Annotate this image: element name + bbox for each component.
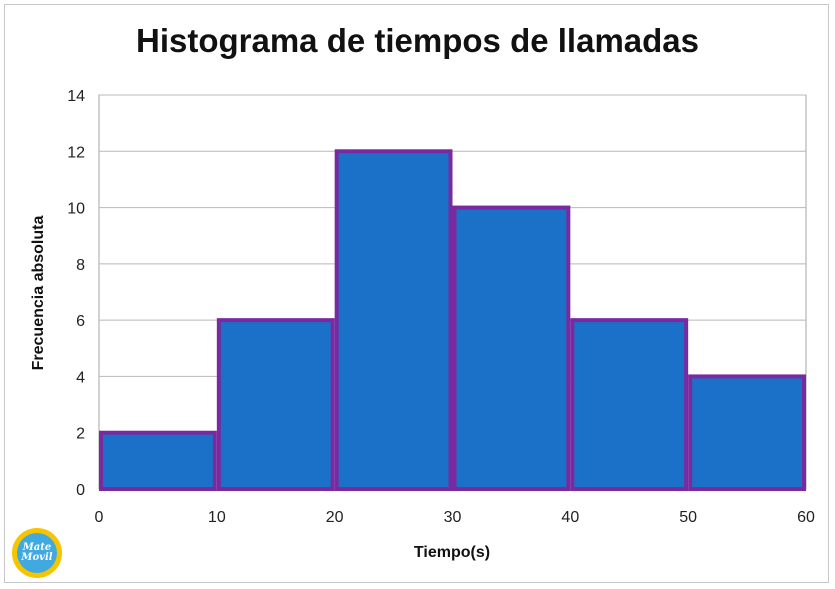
y-tick-label: 6 (76, 313, 85, 330)
histogram-bar (570, 318, 689, 491)
x-axis-label: Tiempo(s) (414, 544, 490, 561)
histogram-bar (452, 205, 571, 491)
y-tick-label: 10 (67, 201, 85, 218)
bars (99, 149, 807, 492)
y-tick-label: 14 (67, 88, 85, 105)
logo-text-line1: Mate (22, 542, 52, 553)
x-tick-label: 60 (797, 509, 815, 526)
x-tick-label: 30 (444, 509, 462, 526)
x-tick-label: 40 (561, 509, 579, 526)
matemovil-logo: Mate Movil (12, 528, 62, 578)
chart-title: Histograma de tiempos de llamadas (135, 22, 699, 59)
y-tick-label: 8 (76, 257, 85, 274)
histogram-bar (216, 318, 335, 491)
y-tick-label: 4 (76, 369, 85, 386)
x-tick-label: 10 (208, 509, 226, 526)
histogram-bar (688, 374, 807, 491)
y-axis-label: Frecuencia absoluta (30, 216, 47, 371)
x-tick-label: 0 (95, 509, 104, 526)
y-tick-labels: 0 2 4 6 8 10 12 14 (67, 88, 85, 499)
y-tick-label: 12 (67, 144, 85, 161)
x-tick-labels: 0 10 20 30 40 50 60 (95, 509, 815, 526)
histogram-bar (334, 149, 453, 492)
y-tick-label: 0 (76, 482, 85, 499)
y-tick-label: 2 (76, 426, 85, 443)
x-tick-label: 50 (679, 509, 697, 526)
histogram-bar (99, 430, 217, 492)
x-tick-label: 20 (326, 509, 344, 526)
logo-text-line2: Movil (21, 552, 53, 563)
